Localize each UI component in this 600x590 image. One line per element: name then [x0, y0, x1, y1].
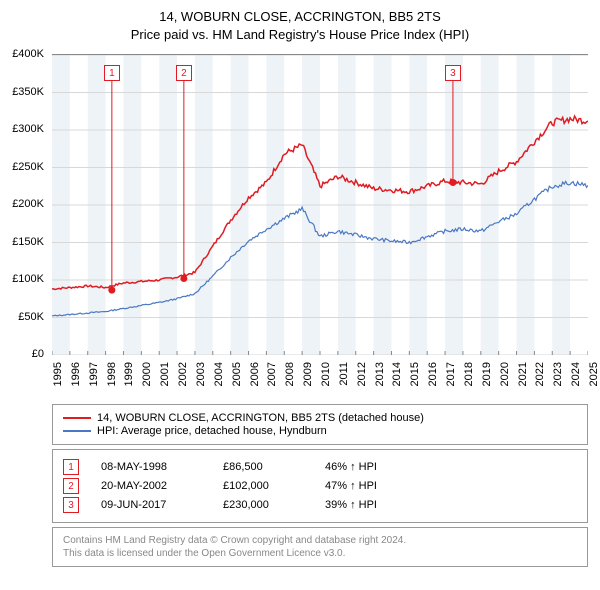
- x-tick-label: 2011: [338, 362, 350, 386]
- transaction-date: 09-JUN-2017: [101, 499, 201, 511]
- transaction-row: 3 09-JUN-2017 £230,000 39% ↑ HPI: [63, 497, 577, 513]
- transaction-date: 20-MAY-2002: [101, 480, 201, 492]
- x-tick-label: 2002: [177, 362, 189, 386]
- x-tick-label: 2013: [374, 362, 386, 386]
- legend-item: HPI: Average price, detached house, Hynd…: [63, 425, 577, 437]
- x-tick-label: 2009: [302, 362, 314, 386]
- x-tick-label: 2024: [570, 362, 582, 386]
- transaction-date: 08-MAY-1998: [101, 461, 201, 473]
- x-tick-label: 2019: [481, 362, 493, 386]
- transaction-price: £102,000: [223, 480, 303, 492]
- x-tick-label: 1999: [123, 362, 135, 386]
- y-tick-label: £350K: [12, 86, 44, 98]
- y-tick-label: £100K: [12, 273, 44, 285]
- transactions-box: 1 08-MAY-1998 £86,500 46% ↑ HPI 2 20-MAY-2002…: [52, 449, 588, 523]
- plot-area: 1 2 3: [52, 54, 588, 354]
- transaction-callout: 1: [104, 65, 120, 81]
- x-axis-labels: 1995 1996 1997 1998 1999 2000 2001 2002 2003 2004…: [52, 358, 588, 400]
- chart-container: 14, WOBURN CLOSE, ACCRINGTON, BB5 2TS Pr…: [8, 8, 592, 567]
- x-tick-label: 2014: [391, 362, 403, 386]
- attribution-line2: This data is licensed under the Open Gov…: [63, 547, 577, 560]
- x-tick-label: 2003: [195, 362, 207, 386]
- transaction-row: 2 20-MAY-2002 £102,000 47% ↑ HPI: [63, 478, 577, 494]
- transaction-callout: 3: [445, 65, 461, 81]
- y-tick-label: £50K: [18, 311, 44, 323]
- x-tick-label: 2017: [445, 362, 457, 386]
- legend-label: HPI: Average price, detached house, Hynd…: [97, 425, 327, 437]
- x-tick-label: 2018: [463, 362, 475, 386]
- x-tick-label: 1996: [70, 362, 82, 386]
- plot-svg: [52, 55, 588, 355]
- transaction-marker: 1: [63, 459, 79, 475]
- transaction-price: £230,000: [223, 499, 303, 511]
- attribution: Contains HM Land Registry data © Crown c…: [52, 527, 588, 567]
- x-tick-label: 1997: [88, 362, 100, 386]
- x-tick-label: 1995: [52, 362, 64, 386]
- x-tick-label: 2012: [356, 362, 368, 386]
- x-tick-label: 2005: [231, 362, 243, 386]
- transaction-pct: 47% ↑ HPI: [325, 480, 415, 492]
- legend-label: 14, WOBURN CLOSE, ACCRINGTON, BB5 2TS (d…: [97, 412, 424, 424]
- x-tick-label: 2010: [320, 362, 332, 386]
- y-tick-label: £200K: [12, 198, 44, 210]
- transaction-pct: 39% ↑ HPI: [325, 499, 415, 511]
- x-tick-label: 2020: [499, 362, 511, 386]
- transaction-marker: 2: [63, 478, 79, 494]
- attribution-line1: Contains HM Land Registry data © Crown c…: [63, 534, 577, 547]
- x-tick-label: 2000: [141, 362, 153, 386]
- x-tick-label: 2006: [249, 362, 261, 386]
- title-address: 14, WOBURN CLOSE, ACCRINGTON, BB5 2TS: [8, 8, 592, 26]
- y-tick-label: £250K: [12, 161, 44, 173]
- x-tick-label: 2015: [409, 362, 421, 386]
- y-tick-label: £150K: [12, 236, 44, 248]
- legend: 14, WOBURN CLOSE, ACCRINGTON, BB5 2TS (d…: [52, 404, 588, 445]
- chart-area: £0 £50K £100K £150K £200K £250K £300K £350K £400…: [8, 50, 592, 400]
- transaction-callout: 2: [176, 65, 192, 81]
- x-tick-label: 2016: [427, 362, 439, 386]
- legend-item: 14, WOBURN CLOSE, ACCRINGTON, BB5 2TS (d…: [63, 412, 577, 424]
- title-block: 14, WOBURN CLOSE, ACCRINGTON, BB5 2TS Pr…: [8, 8, 592, 44]
- x-tick-label: 2022: [534, 362, 546, 386]
- x-tick-label: 2001: [159, 362, 171, 386]
- y-tick-label: £0: [32, 348, 44, 360]
- legend-swatch: [63, 430, 91, 432]
- y-axis-labels: £0£50K£100K£150K£200K£250K£300K£350K£400…: [8, 54, 48, 354]
- transaction-pct: 46% ↑ HPI: [325, 461, 415, 473]
- y-tick-label: £400K: [12, 48, 44, 60]
- x-tick-label: 2023: [552, 362, 564, 386]
- title-subtitle: Price paid vs. HM Land Registry's House …: [8, 26, 592, 44]
- transaction-price: £86,500: [223, 461, 303, 473]
- x-tick-label: 2008: [284, 362, 296, 386]
- transaction-row: 1 08-MAY-1998 £86,500 46% ↑ HPI: [63, 459, 577, 475]
- x-tick-label: 2025: [588, 362, 600, 386]
- x-tick-label: 2021: [517, 362, 529, 386]
- x-tick-label: 2004: [213, 362, 225, 386]
- x-tick-label: 2007: [266, 362, 278, 386]
- transaction-marker: 3: [63, 497, 79, 513]
- legend-swatch: [63, 417, 91, 419]
- x-tick-label: 1998: [106, 362, 118, 386]
- y-tick-label: £300K: [12, 123, 44, 135]
